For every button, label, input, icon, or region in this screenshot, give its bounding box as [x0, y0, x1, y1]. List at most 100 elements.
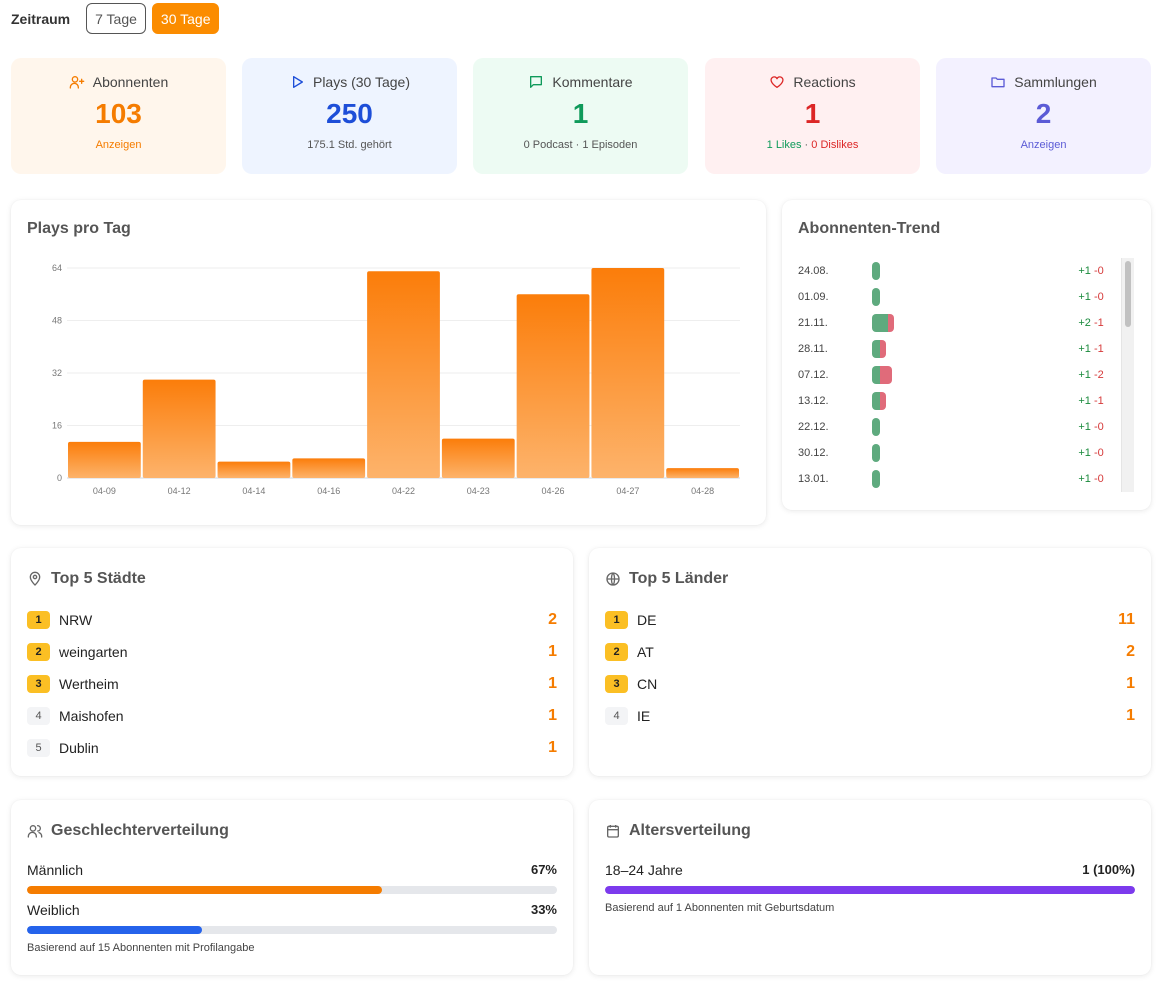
rank-badge: 4	[605, 707, 628, 725]
rank-row: 3 CN 1	[605, 668, 1135, 700]
x-tick-label: 04-12	[168, 486, 191, 496]
kpi-title: Reactions	[793, 74, 856, 90]
kpi-title: Plays (30 Tage)	[312, 74, 410, 90]
kpi-value: 103	[95, 98, 142, 129]
trend-delta: +1 -1	[1060, 343, 1118, 355]
trend-minus: -1	[1093, 317, 1104, 329]
rank-name: IE	[637, 708, 651, 724]
trend-plus: +1	[1078, 265, 1091, 277]
trend-row: 28.11. +1 -1	[798, 336, 1118, 362]
kpi-title: Kommentare	[552, 74, 633, 90]
kpi-subtext: 1 Likes · 0 Dislikes	[705, 139, 920, 151]
gender-track	[27, 926, 557, 934]
trend-delta: +1 -0	[1060, 265, 1118, 277]
bar-04-27[interactable]	[591, 268, 665, 478]
rank-row: 4 Maishofen 1	[27, 700, 557, 732]
bar-04-14[interactable]	[217, 461, 291, 478]
rank-row: 4 IE 1	[605, 700, 1135, 732]
trend-bars	[871, 314, 1061, 332]
kpi-kommentare: Kommentare 1 0 Podcast · 1 Episoden	[473, 58, 688, 174]
bar-04-26[interactable]	[516, 294, 590, 478]
trend-minus: -2	[1093, 369, 1104, 381]
age-title: Altersverteilung	[629, 822, 751, 839]
gender-label: Männlich	[27, 862, 84, 878]
message-icon	[530, 76, 543, 88]
x-tick-label: 04-22	[392, 486, 415, 496]
rank-badge: 5	[27, 739, 50, 757]
x-tick-label: 04-26	[542, 486, 565, 496]
rank-row: 2 weingarten 1	[27, 636, 557, 668]
trend-bars	[871, 288, 1061, 306]
trend-date: 21.11.	[798, 317, 828, 329]
trend-title: Abonnenten-Trend	[798, 220, 941, 237]
rank-name: AT	[637, 644, 654, 660]
kpi-value: 1	[572, 98, 589, 129]
rank-badge: 2	[605, 643, 628, 661]
trend-minus: -0	[1093, 291, 1104, 303]
top-cities-card: Top 5 Städte 1 NRW 2 2 weingarten 1 3 Wertheim 1…	[11, 548, 573, 776]
age-footnote: Basierend auf 1 Abonnenten mit Geburtsda…	[605, 902, 835, 914]
rank-value: 1	[1126, 707, 1135, 724]
rank-name: Maishofen	[59, 708, 124, 724]
trend-plus: +1	[1078, 369, 1091, 381]
x-tick-label: 04-09	[93, 486, 116, 496]
rank-badge: 3	[605, 675, 628, 693]
rank-row: 3 Wertheim 1	[27, 668, 557, 700]
kpi-value: 2	[1035, 98, 1052, 129]
gender-row-male: Männlich 67%	[27, 862, 557, 894]
trend-bars	[871, 418, 1061, 436]
trend-row: 13.12. +1 -1	[798, 388, 1118, 414]
trend-bars	[871, 392, 1061, 410]
rank-row: 2 AT 2	[605, 636, 1135, 668]
trend-scrollbar[interactable]	[1121, 258, 1134, 492]
trend-date: 13.01.	[798, 473, 829, 485]
gender-label: Weiblich	[27, 902, 80, 918]
trend-row: 01.09. +1 -0	[798, 284, 1118, 310]
rank-name: weingarten	[59, 644, 128, 660]
range-7-days-button[interactable]: 7 Tage	[86, 3, 146, 34]
gender-footnote: Basierend auf 15 Abonnenten mit Profilan…	[27, 942, 255, 954]
bar-04-23[interactable]	[441, 438, 515, 478]
collections-show-link[interactable]: Anzeigen	[1020, 139, 1067, 151]
plays-chart-card: Plays pro Tag 0 16 32 48 64 04-09 04-12 04-14 04…	[11, 200, 766, 525]
kpi-subtext: 0 Podcast · 1 Episoden	[523, 139, 638, 151]
kpi-value: 250	[326, 98, 373, 129]
users-icon	[27, 825, 43, 838]
globe-icon	[606, 572, 620, 586]
age-fill	[605, 886, 1135, 894]
rank-badge: 3	[27, 675, 50, 693]
trend-bar-plus	[871, 288, 880, 306]
rank-row: 1 DE 11	[605, 604, 1135, 636]
play-icon	[292, 76, 303, 88]
x-tick-label: 04-14	[242, 486, 265, 496]
bar-04-12[interactable]	[142, 379, 216, 478]
trend-delta: +1 -0	[1060, 291, 1118, 303]
trend-row: 21.11. +2 -1	[798, 310, 1118, 336]
trend-delta: +1 -0	[1060, 421, 1118, 433]
trend-date: 28.11.	[798, 343, 828, 355]
trend-minus: -1	[1093, 395, 1104, 407]
calendar-icon	[607, 825, 619, 838]
scroll-thumb[interactable]	[1125, 261, 1131, 327]
countries-list: 1 DE 11 2 AT 2 3 CN 1 4 IE 1	[605, 604, 1135, 732]
trend-delta: +1 -1	[1060, 395, 1118, 407]
trend-delta: +1 -0	[1060, 447, 1118, 459]
trend-bar-minus	[879, 366, 892, 384]
trend-list[interactable]: 24.08. +1 -0 01.09. +1 -0 21.11. +2 -1 28.11. +…	[798, 258, 1118, 492]
trend-date: 13.12.	[798, 395, 829, 407]
kpi-title: Abonnenten	[92, 74, 169, 90]
trend-minus: -0	[1093, 473, 1104, 485]
range-30-days-button[interactable]: 30 Tage	[151, 3, 220, 34]
folder-icon	[991, 77, 1005, 88]
trend-delta: +1 -2	[1060, 369, 1118, 381]
trend-row: 22.12. +1 -0	[798, 414, 1118, 440]
rank-value: 1	[1126, 675, 1135, 692]
bar-04-09[interactable]	[68, 441, 141, 478]
trend-bars	[871, 366, 1061, 384]
bar-04-16[interactable]	[292, 458, 366, 478]
subscribers-show-link[interactable]: Anzeigen	[95, 139, 142, 151]
x-tick-label: 04-23	[467, 486, 490, 496]
bar-04-22[interactable]	[367, 271, 440, 478]
cities-title: Top 5 Städte	[51, 570, 146, 587]
bar-04-28[interactable]	[666, 468, 739, 478]
